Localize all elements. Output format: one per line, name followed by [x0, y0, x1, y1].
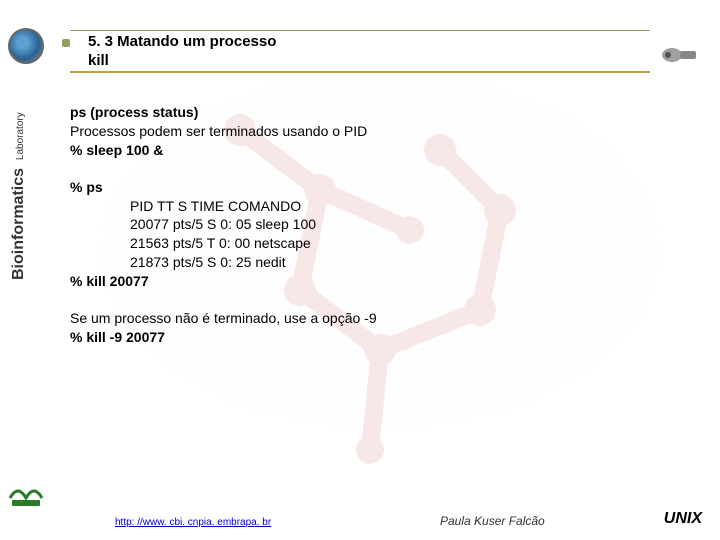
- heading-bullet-icon: [62, 39, 70, 47]
- footer-url-link[interactable]: http: //www. cbi. cnpia. embrapa. br: [115, 517, 271, 528]
- ps-output-row: 21873 pts/5 S 0: 25 nedit: [130, 253, 690, 272]
- ps-output-row: 21563 pts/5 T 0: 00 netscape: [130, 234, 690, 253]
- heading-bar: 5. 3 Matando um processo kill: [70, 30, 650, 73]
- kill9-command: % kill -9 20077: [70, 328, 690, 347]
- heading-title: 5. 3 Matando um processo: [88, 33, 640, 50]
- sidebar: Bioinformatics Laboratory: [0, 0, 50, 540]
- ps-output-row: 20077 pts/5 S 0: 05 sleep 100: [130, 215, 690, 234]
- projector-icon: [660, 45, 700, 65]
- sidebar-label: Bioinformatics Laboratory: [10, 112, 28, 280]
- ps-command: % ps: [70, 178, 690, 197]
- ps-heading: ps (process status): [70, 103, 690, 122]
- globe-logo-icon: [8, 28, 44, 64]
- kill-note: Se um processo não é terminado, use a op…: [70, 309, 690, 328]
- footer-tag: UNIX: [664, 510, 702, 528]
- sleep-command: % sleep 100 &: [70, 141, 690, 160]
- kill-command: % kill 20077: [70, 272, 690, 291]
- embrapa-logo-icon: [6, 480, 46, 510]
- ps-description: Processos podem ser terminados usando o …: [70, 122, 690, 141]
- heading-subtitle: kill: [88, 52, 640, 69]
- footer-author: Paula Kuser Falcão: [440, 514, 545, 528]
- ps-output-header: PID TT S TIME COMANDO: [130, 197, 690, 216]
- slide-content: 5. 3 Matando um processo kill ps (proces…: [70, 30, 690, 347]
- body-section: ps (process status) Processos podem ser …: [70, 103, 690, 347]
